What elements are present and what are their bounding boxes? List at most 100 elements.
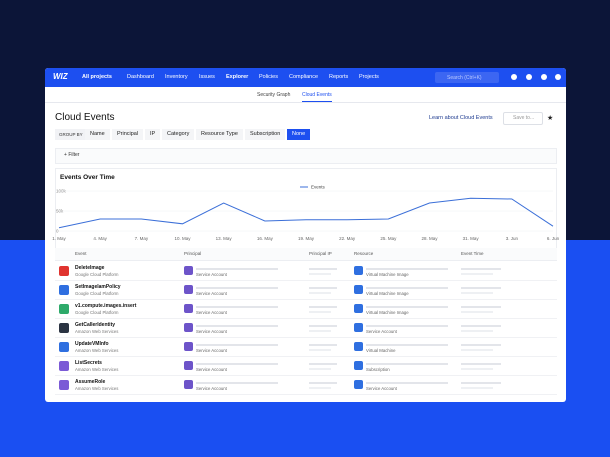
placeholder-bar: [461, 363, 501, 365]
x-tick-label: 7. May: [135, 236, 149, 241]
placeholder-bar: [461, 325, 501, 327]
save-label[interactable]: Save to...: [513, 115, 535, 121]
resource-icon: [354, 342, 363, 351]
group-option[interactable]: Subscription: [245, 129, 286, 140]
placeholder-bar: [196, 325, 278, 327]
group-option[interactable]: Principal: [112, 129, 144, 140]
nav-item[interactable]: Policies: [259, 74, 278, 80]
row-divider: [55, 318, 557, 319]
line-series: [58, 197, 554, 229]
placeholder-bar: [309, 306, 337, 308]
logo[interactable]: WIZ: [53, 72, 68, 81]
group-option[interactable]: IP: [145, 129, 161, 140]
filter-button[interactable]: + Filter: [64, 152, 80, 158]
placeholder-bar: [309, 287, 337, 289]
placeholder-bar: [461, 387, 493, 389]
principal-icon: [184, 285, 193, 294]
resource-icon: [354, 380, 363, 389]
search-box[interactable]: [435, 72, 499, 83]
save-button[interactable]: [503, 112, 543, 125]
placeholder-bar: [461, 382, 501, 384]
nav-item[interactable]: Compliance: [289, 74, 319, 80]
group-option[interactable]: None: [287, 129, 311, 140]
event-name[interactable]: GetCallerIdentity: [75, 322, 116, 328]
legend-label: Events: [311, 185, 326, 190]
row-divider: [55, 356, 557, 357]
nav-item[interactable]: Dashboard: [127, 74, 154, 80]
nav-item[interactable]: Projects: [359, 74, 379, 80]
placeholder-bar: [461, 349, 493, 351]
principal: Service Account: [196, 329, 227, 334]
group-option[interactable]: Resource Type: [196, 129, 243, 140]
event-provider: Amazon Web Services: [75, 329, 119, 334]
page-title: Cloud Events: [55, 112, 115, 123]
principal: Service Account: [196, 367, 227, 372]
placeholder-bar: [196, 363, 278, 365]
x-tick-label: 1. May: [52, 236, 66, 241]
principal: Service Account: [196, 310, 227, 315]
icon[interactable]: [555, 74, 561, 80]
row-divider: [55, 280, 557, 281]
placeholder-bar: [366, 325, 448, 327]
icon[interactable]: [511, 74, 517, 80]
tab-active[interactable]: Cloud Events: [302, 92, 332, 102]
star-icon[interactable]: ★: [547, 115, 554, 122]
placeholder-bar: [366, 382, 448, 384]
icon[interactable]: [541, 74, 547, 80]
group-option[interactable]: Category: [162, 129, 195, 140]
event-icon: [59, 342, 69, 352]
x-tick-label: 19. May: [298, 236, 315, 241]
resource: Virtual Machine Image: [366, 310, 409, 315]
placeholder-bar: [461, 292, 493, 294]
tab[interactable]: Security Graph: [257, 92, 291, 98]
project-select[interactable]: All projects: [82, 74, 112, 80]
x-tick-label: 25. May: [380, 236, 397, 241]
nav-item[interactable]: Reports: [329, 74, 349, 80]
divider: [45, 102, 566, 103]
nav-bar: WIZ All projects Search (Ctrl+K) Dashboa…: [45, 68, 566, 87]
principal-icon: [184, 361, 193, 370]
nav-item[interactable]: Inventory: [165, 74, 188, 80]
principal-icon: [184, 323, 193, 332]
table-header-bg: [55, 248, 557, 261]
event-name[interactable]: ListSecrets: [75, 360, 102, 366]
placeholder-bar: [366, 363, 448, 365]
group-option[interactable]: Name: [85, 129, 110, 140]
placeholder-bar: [309, 273, 331, 275]
app-window: WIZ All projects Search (Ctrl+K) Dashboa…: [45, 68, 566, 402]
placeholder-bar: [461, 311, 493, 313]
placeholder-bar: [309, 363, 337, 365]
x-tick-label: 13. May: [216, 236, 233, 241]
placeholder-bar: [309, 268, 337, 270]
icon[interactable]: [526, 74, 532, 80]
event-provider: Amazon Web Services: [75, 386, 119, 391]
event-name[interactable]: SetImageIamPolicy: [75, 284, 121, 290]
x-tick-label: 22. May: [339, 236, 356, 241]
x-tick-label: 16. May: [257, 236, 274, 241]
column-header: Principal IP: [309, 251, 332, 256]
row-divider: [55, 337, 557, 338]
nav-item[interactable]: Issues: [199, 74, 215, 80]
resource-icon: [354, 266, 363, 275]
learn-link[interactable]: Learn about Cloud Events: [429, 115, 493, 121]
event-name[interactable]: v1.compute.images.insert: [75, 303, 137, 309]
filter-label[interactable]: Filter: [68, 152, 80, 158]
principal-icon: [184, 304, 193, 313]
placeholder-bar: [309, 387, 331, 389]
search-placeholder[interactable]: Search (Ctrl+K): [447, 75, 482, 81]
resource-icon: [354, 285, 363, 294]
event-name[interactable]: DeleteImage: [75, 265, 105, 271]
nav-item[interactable]: Explorer: [226, 74, 249, 80]
event-provider: Google Cloud Platform: [75, 310, 119, 315]
resource: Virtual Machine Image: [366, 272, 409, 277]
placeholder-bar: [461, 268, 501, 270]
event-icon: [59, 323, 69, 333]
placeholder-bar: [196, 287, 278, 289]
placeholder-bar: [461, 273, 493, 275]
principal-icon: [184, 342, 193, 351]
column-header: Event: [75, 251, 87, 256]
chart-title: Events Over Time: [60, 174, 115, 181]
placeholder-bar: [196, 344, 278, 346]
event-name[interactable]: AssumeRole: [75, 379, 106, 385]
event-name[interactable]: UpdateVMInfo: [75, 341, 109, 347]
